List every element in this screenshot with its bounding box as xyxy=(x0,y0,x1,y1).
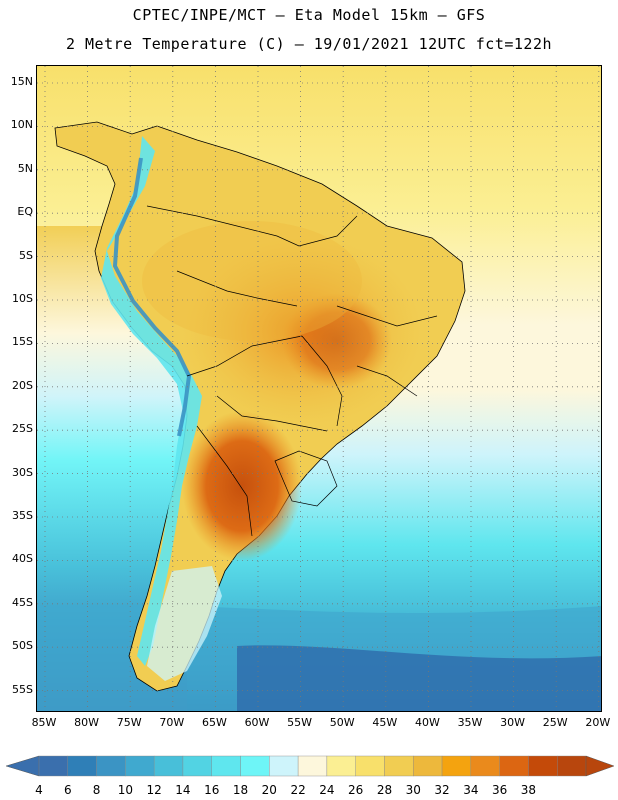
colorbar-cell xyxy=(384,755,414,777)
lat-label: 30S xyxy=(12,465,33,479)
mato-grosso-hot-spot xyxy=(282,293,392,389)
map-subtitle: 2 Metre Temperature (C) – 19/01/2021 12U… xyxy=(65,35,553,53)
andes-cold-strip xyxy=(101,136,202,666)
lon-label: 60W xyxy=(244,716,270,729)
colorbar-label: 14 xyxy=(175,783,191,797)
colorbar-cell xyxy=(528,755,558,777)
colorbar-cell xyxy=(297,755,328,777)
patagonia-cool-area xyxy=(147,566,222,681)
colorbar-cell xyxy=(326,755,356,777)
lon-label: 40W xyxy=(414,716,440,729)
lon-label: 85W xyxy=(31,716,57,729)
temperature-map xyxy=(36,65,602,712)
lat-label: EQ xyxy=(17,205,33,219)
colorbar-cell xyxy=(96,755,126,777)
temperature-colorbar xyxy=(5,755,615,777)
lon-label: 20W xyxy=(585,716,611,729)
lat-label: 20S xyxy=(12,378,33,392)
lon-label: 75W xyxy=(116,716,142,729)
lat-label: 45S xyxy=(12,595,33,609)
colorbar-label: 32 xyxy=(434,783,450,797)
colorbar-cell xyxy=(441,755,472,777)
lat-label: 5S xyxy=(19,248,33,262)
argentina-hot-spot xyxy=(182,411,302,561)
lat-label: 5N xyxy=(17,161,33,175)
colorbar-label: 24 xyxy=(319,783,335,797)
lat-label: 40S xyxy=(12,552,33,566)
drake-passage-band xyxy=(237,645,601,711)
colorbar-cell xyxy=(211,755,241,777)
colorbar-cell xyxy=(153,755,184,777)
colorbar-cell xyxy=(67,755,97,777)
colorbar-label: 38 xyxy=(520,783,537,797)
colorbar-label: 30 xyxy=(405,783,421,797)
colorbar-label: 16 xyxy=(204,783,220,797)
colorbar-label: 8 xyxy=(92,783,101,797)
colorbar-low-arrow xyxy=(5,755,40,777)
colorbar-label: 12 xyxy=(146,783,162,797)
colorbar-cell xyxy=(240,755,270,777)
lat-label: 15S xyxy=(12,335,33,349)
colorbar-label: 4 xyxy=(35,783,43,797)
colorbar-label: 22 xyxy=(290,783,306,797)
colorbar-label: 10 xyxy=(117,783,133,797)
colorbar-cell xyxy=(557,755,587,777)
colorbar-cell xyxy=(269,755,299,777)
amazon-warm-area xyxy=(142,221,362,341)
lat-label: 50S xyxy=(12,639,33,653)
colorbar-high-arrow xyxy=(585,755,615,777)
colorbar-label: 18 xyxy=(232,783,249,797)
lon-label: 30W xyxy=(500,716,526,729)
lat-label: 35S xyxy=(12,509,33,522)
colorbar-label: 26 xyxy=(348,783,364,797)
colorbar-label: 36 xyxy=(491,783,508,797)
lat-label: 10N xyxy=(10,118,33,132)
temperature-field xyxy=(37,66,601,711)
lon-label: 25W xyxy=(542,716,568,729)
lon-label: 80W xyxy=(74,716,100,729)
country-borders xyxy=(146,205,438,537)
lon-label: 70W xyxy=(159,716,185,729)
colorbar-cell xyxy=(470,755,500,777)
colorbar-cell xyxy=(499,755,529,777)
colorbar-cell xyxy=(38,755,68,777)
lat-label: 55S xyxy=(12,682,33,696)
lat-label: 25S xyxy=(12,422,33,436)
colorbar-cell xyxy=(355,755,385,777)
map-title: CPTEC/INPE/MCT – Eta Model 15km – GFS xyxy=(132,6,486,24)
colorbar-label: 20 xyxy=(261,783,277,797)
lon-label: 65W xyxy=(201,716,227,729)
andes-core xyxy=(112,157,192,437)
colorbar-cell xyxy=(182,755,212,777)
lon-label: 45W xyxy=(372,716,398,729)
colorbar-cell xyxy=(413,755,443,777)
lat-label: 15N xyxy=(10,75,33,88)
lon-label: 50W xyxy=(329,716,355,729)
colorbar-cell xyxy=(125,755,155,777)
lon-label: 55W xyxy=(287,716,313,729)
colorbar-label: 34 xyxy=(463,783,479,797)
colorbar-label: 6 xyxy=(63,783,72,797)
lat-label: 10S xyxy=(12,292,33,305)
colorbar-label: 28 xyxy=(376,783,393,797)
lon-label: 35W xyxy=(457,716,483,729)
